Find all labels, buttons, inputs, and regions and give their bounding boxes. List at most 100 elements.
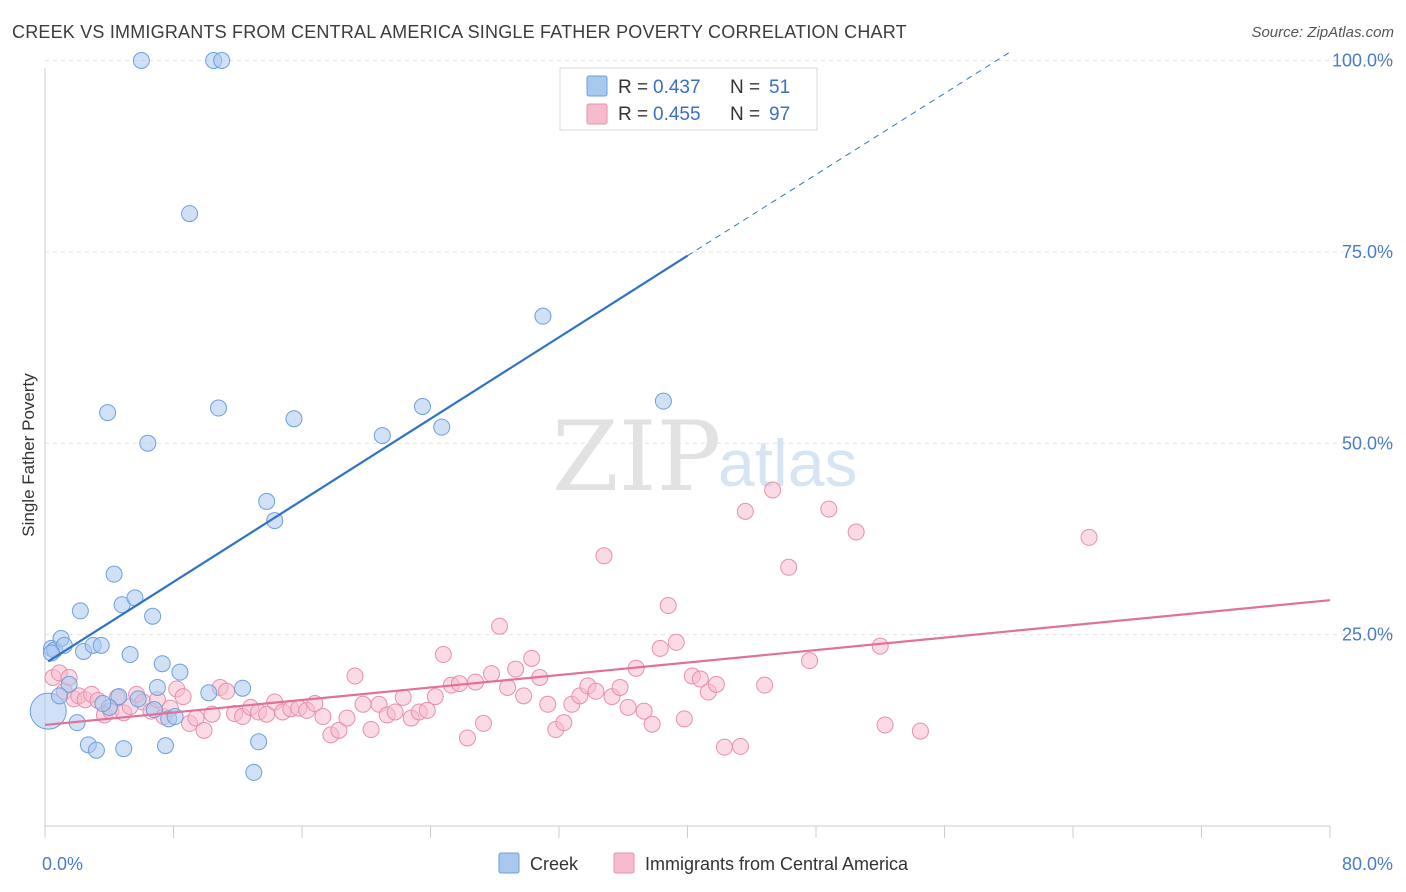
point-creek xyxy=(534,307,552,325)
y-tick-label: 50.0% xyxy=(1342,433,1393,453)
point-immigrants xyxy=(338,709,356,727)
point-immigrants xyxy=(659,597,677,615)
point-immigrants xyxy=(555,714,573,732)
trend-line-creek xyxy=(47,254,689,663)
point-creek xyxy=(132,52,150,69)
bottom-legend: Creek Immigrants from Central America xyxy=(498,852,909,874)
grid-lines xyxy=(45,60,1395,636)
point-immigrants xyxy=(362,721,380,739)
point-immigrants xyxy=(346,667,364,685)
point-creek xyxy=(99,404,117,422)
point-immigrants xyxy=(847,523,865,541)
point-creek xyxy=(144,607,162,625)
point-creek xyxy=(213,52,231,69)
point-immigrants xyxy=(635,702,653,720)
trend-line-creek-extension xyxy=(687,52,1010,257)
point-immigrants xyxy=(619,698,637,716)
point-creek xyxy=(433,418,451,436)
watermark-zip: ZIP xyxy=(552,401,721,513)
point-immigrants xyxy=(475,714,493,732)
point-immigrants xyxy=(174,688,192,706)
point-creek xyxy=(87,741,105,759)
legend-n-label-creek: N = xyxy=(730,77,760,98)
legend-r-label-creek: R = xyxy=(618,77,648,98)
point-immigrants xyxy=(314,708,332,726)
point-immigrants xyxy=(386,703,404,721)
y-tick-label: 25.0% xyxy=(1342,625,1393,645)
point-immigrants xyxy=(499,678,517,696)
point-creek xyxy=(250,733,268,751)
point-immigrants xyxy=(764,481,782,499)
legend-swatch-creek xyxy=(586,75,608,97)
point-creek xyxy=(153,655,171,673)
point-immigrants xyxy=(1080,528,1098,546)
point-immigrants xyxy=(203,705,221,723)
point-creek xyxy=(129,690,147,708)
point-immigrants xyxy=(651,639,669,657)
chart-source: Source: ZipAtlas.com xyxy=(1251,24,1394,41)
point-immigrants xyxy=(756,676,774,694)
point-creek xyxy=(92,636,110,654)
point-creek xyxy=(105,565,123,583)
point-creek xyxy=(71,602,89,620)
x-axis-ticks xyxy=(44,826,1331,838)
trend-line-immigrants xyxy=(44,599,1331,727)
legend-r-label-immigrants: R = xyxy=(618,104,648,125)
x-tick-label-min: 0.0% xyxy=(42,854,83,874)
y-axis-title: Single Father Poverty xyxy=(19,373,38,537)
point-creek xyxy=(181,205,199,223)
trend-lines xyxy=(44,52,1331,727)
point-immigrants xyxy=(426,688,444,706)
point-immigrants xyxy=(691,670,709,688)
point-immigrants xyxy=(195,721,213,739)
point-creek xyxy=(266,512,284,530)
point-immigrants xyxy=(611,678,629,696)
point-immigrants xyxy=(539,695,557,713)
point-immigrants xyxy=(507,660,525,678)
bottom-legend-swatch-immigrants xyxy=(613,852,635,874)
legend-r-value-immigrants: 0.455 xyxy=(653,104,701,125)
point-immigrants xyxy=(483,665,501,683)
point-immigrants xyxy=(523,649,541,667)
point-immigrants xyxy=(643,715,661,733)
point-creek xyxy=(413,398,431,416)
point-immigrants xyxy=(491,617,509,635)
point-immigrants xyxy=(515,687,533,705)
point-creek xyxy=(209,399,227,417)
point-immigrants xyxy=(595,547,613,565)
y-tick-label: 75.0% xyxy=(1342,242,1393,262)
point-immigrants xyxy=(780,558,798,576)
point-immigrants xyxy=(707,675,725,693)
point-immigrants xyxy=(218,682,236,700)
point-creek xyxy=(115,740,133,758)
bottom-legend-label-immigrants: Immigrants from Central America xyxy=(645,854,909,874)
point-immigrants xyxy=(801,652,819,670)
point-creek xyxy=(258,492,276,510)
point-creek xyxy=(110,688,128,706)
legend-r-value-creek: 0.437 xyxy=(653,77,701,98)
legend-n-value-immigrants: 97 xyxy=(769,104,790,125)
watermark-atlas: atlas xyxy=(718,426,857,500)
point-creek xyxy=(121,646,139,664)
point-immigrants xyxy=(330,721,348,739)
point-creek xyxy=(94,695,112,713)
point-immigrants xyxy=(418,701,436,719)
point-immigrants xyxy=(876,716,894,734)
legend-n-label-immigrants: N = xyxy=(730,104,760,125)
bottom-legend-label-creek: Creek xyxy=(530,854,579,874)
point-creek xyxy=(200,684,218,702)
point-immigrants xyxy=(587,682,605,700)
point-creek xyxy=(171,663,189,681)
point-immigrants xyxy=(354,695,372,713)
y-tick-labels: 25.0% 50.0% 75.0% 100.0% xyxy=(1332,51,1393,645)
point-creek xyxy=(373,427,391,445)
point-creek xyxy=(285,410,303,428)
point-immigrants xyxy=(911,722,929,740)
point-immigrants xyxy=(732,737,750,755)
point-creek xyxy=(139,434,157,452)
point-immigrants xyxy=(675,710,693,728)
point-creek xyxy=(156,737,174,755)
point-creek xyxy=(245,763,263,781)
legend: R = 0.437 N = 51 R = 0.455 N = 97 xyxy=(559,67,818,131)
